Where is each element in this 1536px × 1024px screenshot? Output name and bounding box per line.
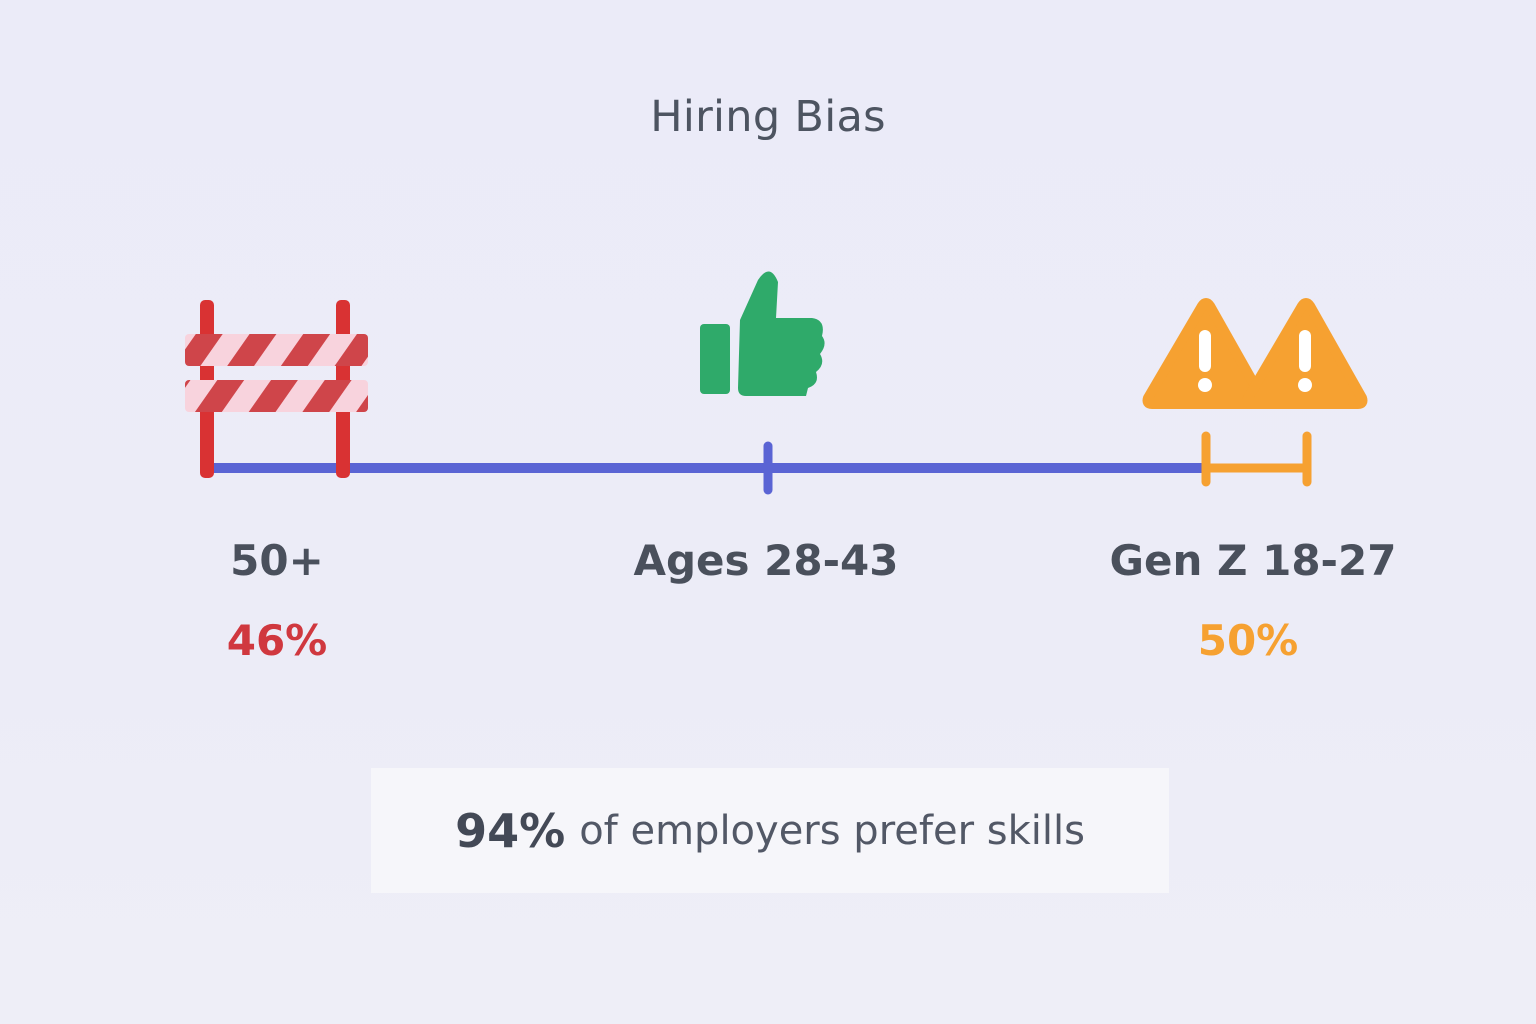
callout-highlight: 94% (455, 803, 566, 858)
group-label-50-plus: 50+ (230, 536, 324, 585)
skills-callout: 94% of employers prefer skills (371, 768, 1169, 893)
group-label-gen-z: Gen Z 18-27 (1109, 536, 1397, 585)
callout-text: of employers prefer skills (579, 807, 1085, 854)
thumbs-up-icon (700, 271, 825, 396)
warning-icon (1142, 298, 1268, 409)
group-percent-gen-z: 50% (1197, 616, 1299, 665)
warning-icon-second (1242, 298, 1368, 409)
barrier-icon (185, 300, 368, 478)
group-percent-50-plus: 46% (226, 616, 328, 665)
group-label-ages-28-43: Ages 28-43 (633, 536, 899, 585)
page-title: Hiring Bias (650, 92, 886, 142)
gen-z-range-bracket (1201, 431, 1312, 487)
